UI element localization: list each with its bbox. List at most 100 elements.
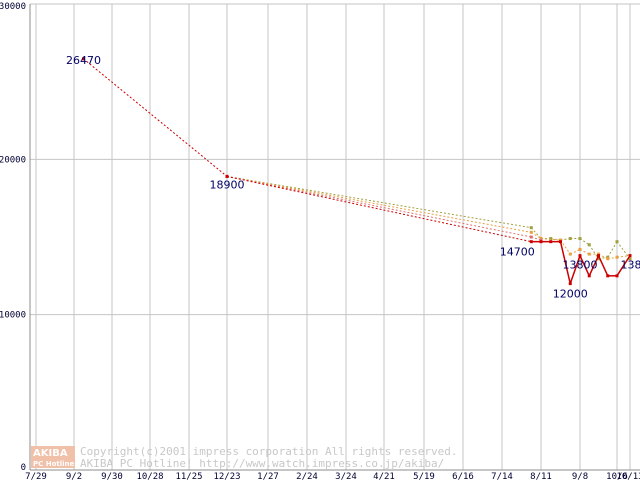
- x-tick-label: 10/28: [136, 472, 163, 480]
- x-tick-label: 8/11: [530, 472, 552, 480]
- data-label: 12000: [553, 288, 588, 301]
- series-0: [82, 57, 632, 286]
- data-point: [628, 254, 632, 258]
- series-segment: [83, 58, 228, 177]
- x-tick-label: 6/16: [452, 472, 474, 480]
- data-point: [597, 257, 600, 261]
- data-point: [539, 237, 543, 241]
- data-point: [587, 252, 591, 256]
- x-tick-label: 2/24: [296, 472, 318, 480]
- logo-top-text: AKIBA: [33, 448, 68, 459]
- series-segment: [588, 244, 599, 260]
- data-point: [559, 240, 562, 244]
- series-3: [225, 174, 632, 261]
- copyright-text: Copyright(c)2001 impress corporation All…: [80, 445, 458, 458]
- series-segment: [226, 175, 532, 233]
- data-point: [606, 255, 610, 259]
- data-point: [529, 235, 533, 239]
- x-tick-label: 9/2: [66, 472, 82, 480]
- site-url-text: AKIBA PC Hotline! http://www.watch.impre…: [80, 457, 444, 470]
- akiba-logo: AKIBA PC Hotline!: [31, 446, 77, 468]
- series-segment: [597, 255, 609, 277]
- data-point: [539, 238, 543, 242]
- x-tick-label: 1/27: [257, 472, 279, 480]
- x-tick-label: 3/24: [335, 472, 357, 480]
- x-tick-label: 11/25: [175, 472, 202, 480]
- series-segment: [579, 255, 590, 277]
- x-tick-label: 5/19: [413, 472, 435, 480]
- y-tick-label: 30000: [0, 2, 26, 12]
- data-label: 14700: [500, 246, 535, 259]
- series-segment: [616, 255, 631, 277]
- data-point: [529, 240, 533, 244]
- x-tick-label: 9/30: [101, 472, 123, 480]
- data-point: [628, 257, 632, 261]
- series-segment: [569, 255, 581, 284]
- logo-top-block: [31, 446, 75, 458]
- data-point: [615, 255, 619, 259]
- series-segment: [560, 238, 571, 241]
- data-point: [606, 257, 610, 261]
- logo-bottom-block: [31, 458, 75, 468]
- y-tick-labels: 0 10000 20000 30000: [0, 2, 26, 473]
- data-point: [568, 252, 572, 256]
- data-point: [225, 174, 229, 178]
- x-tick-label: 4/21: [373, 472, 395, 480]
- data-point: [559, 238, 562, 242]
- x-tick-label: 12/23: [213, 472, 240, 480]
- y-tick-label: 20000: [0, 155, 26, 165]
- data-point: [529, 230, 533, 234]
- series-segment: [560, 239, 571, 255]
- data-point: [615, 240, 619, 244]
- data-label: 18900: [210, 178, 245, 191]
- series-segment: [570, 248, 581, 255]
- x-tick-labels: 7/29 9/2 9/30 10/28 11/25 12/23 1/27 2/24 3/24 4/…: [25, 472, 640, 480]
- x-tick-label: 7/29: [25, 472, 47, 480]
- data-point: [578, 254, 582, 258]
- data-point: [606, 274, 610, 278]
- data-point: [587, 274, 591, 278]
- data-point: [529, 226, 533, 230]
- x-tick-label: 10/13: [616, 472, 640, 480]
- x-tick-label: 10/6: [606, 472, 628, 480]
- series-segment: [616, 241, 631, 260]
- data-point: [615, 274, 619, 278]
- x-tick-label: 9/8: [572, 472, 588, 480]
- data-point: [587, 243, 591, 247]
- series-layer: [82, 57, 632, 286]
- data-point: [597, 254, 600, 258]
- data-point: [82, 57, 85, 61]
- data-point: [578, 237, 582, 241]
- series-segment: [559, 241, 571, 284]
- data-point: [597, 252, 600, 256]
- series-segment: [607, 256, 618, 260]
- series-segment: [607, 241, 618, 258]
- series-segment: [530, 231, 542, 239]
- data-label: 13800: [621, 259, 640, 272]
- series-segment: [530, 227, 542, 239]
- data-point: [578, 247, 582, 251]
- series-segment: [579, 238, 590, 246]
- data-point: [549, 237, 553, 241]
- axis-lines: [29, 4, 640, 471]
- data-point: [568, 237, 572, 241]
- logo-bottom-text: PC Hotline!: [33, 460, 77, 468]
- data-point: [568, 282, 572, 286]
- series-segment: [226, 175, 532, 229]
- data-labels: 26470 18900 14700 13800 12000 13800: [66, 54, 640, 301]
- data-point: [539, 240, 543, 244]
- y-tick-label: 0: [21, 463, 26, 473]
- series-segment: [598, 253, 608, 260]
- y-tick-label: 10000: [0, 311, 26, 321]
- series-segment: [531, 236, 542, 241]
- series-segment: [579, 248, 590, 255]
- data-point: [549, 240, 553, 244]
- x-tick-label: 7/14: [491, 472, 513, 480]
- series-segment: [588, 255, 600, 277]
- series-segment: [540, 238, 561, 241]
- data-label: 13800: [563, 259, 598, 272]
- watermark: AKIBA PC Hotline! Copyright(c)2001 impre…: [31, 445, 458, 470]
- data-label: 26470: [66, 54, 101, 67]
